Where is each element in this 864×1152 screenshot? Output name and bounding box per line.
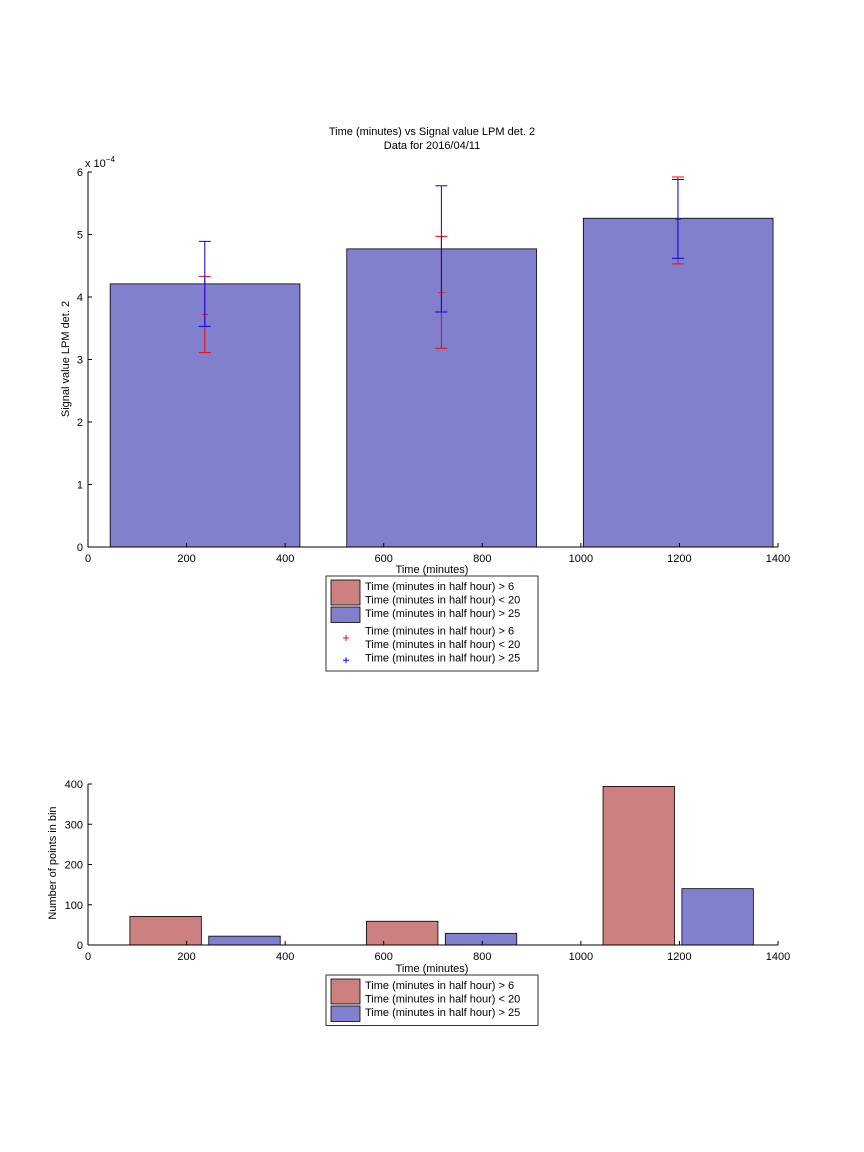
x-tick-label: 800	[473, 553, 491, 565]
legend-box	[325, 575, 539, 672]
legend-label: Time (minutes in half hour) < 20	[365, 639, 520, 651]
legend-swatch	[330, 606, 361, 623]
y-tick-label: 100	[65, 900, 83, 912]
y-tick-label: 200	[65, 860, 83, 872]
x-tick-label: 1400	[766, 553, 790, 565]
chart1-x-axis-label: Time (minutes)	[396, 564, 469, 576]
x-tick-label: 200	[177, 553, 195, 565]
legend-box	[325, 974, 539, 1026]
bar	[582, 217, 774, 548]
chart1-exponent-power: −4	[106, 155, 116, 164]
x-tick-label: 0	[85, 951, 91, 963]
chart1-title: Time (minutes) vs Signal value LPM det. …	[329, 126, 535, 138]
x-tick-label: 200	[177, 951, 195, 963]
chart1-y-ticks: 0 1 2 3 4 5 6	[77, 167, 92, 554]
chart1-exponent-label: x 10−4	[85, 155, 115, 170]
chart2-legend: Time (minutes in half hour) > 6 Time (min…	[325, 974, 539, 1026]
bar	[602, 786, 675, 946]
legend-label: Time (minutes in half hour) > 25	[365, 653, 520, 665]
x-tick-label: 0	[85, 553, 91, 565]
x-tick-label: 400	[276, 951, 294, 963]
x-tick-label: 600	[375, 553, 393, 565]
bar	[681, 888, 754, 946]
y-tick-label: 400	[65, 779, 83, 791]
y-tick-label: 1	[77, 480, 83, 492]
x-tick-label: 600	[375, 951, 393, 963]
y-tick-label: 0	[77, 542, 83, 554]
x-tick-label: 1200	[667, 951, 691, 963]
legend-label: Time (minutes in half hour) > 6	[365, 581, 514, 593]
chart1-x-ticks: 0 200 400 600 800 1000 1200 1400	[85, 543, 790, 565]
chart1-error-bars	[198, 176, 684, 354]
chart1-exponent-base: x 10	[85, 158, 106, 170]
x-tick-label: 1200	[667, 553, 691, 565]
legend-swatch	[330, 579, 361, 606]
bar	[129, 916, 202, 946]
y-tick-label: 3	[77, 355, 83, 367]
legend-label: Time (minutes in half hour) > 25	[365, 1007, 520, 1019]
x-tick-label: 1000	[569, 553, 593, 565]
chart2-bars	[129, 786, 754, 946]
bar	[208, 935, 281, 946]
y-tick-label: 5	[77, 230, 83, 242]
y-tick-label: 300	[65, 819, 83, 831]
legend-swatch	[330, 1005, 361, 1022]
y-tick-label: 0	[77, 940, 83, 952]
chart2-y-ticks: 0 100 200 300 400	[65, 779, 92, 952]
legend-label: Time (minutes in half hour) < 20	[365, 994, 520, 1006]
chart2-x-axis-label: Time (minutes)	[396, 963, 469, 975]
y-tick-label: 6	[77, 167, 83, 179]
y-tick-label: 4	[77, 292, 83, 304]
x-tick-label: 800	[473, 951, 491, 963]
count-bar-chart: 0 200 400 600 800 1000 1200 1400 0100200300400 …	[47, 779, 790, 1026]
chart1-y-axis-label: Signal value LPM det. 2	[60, 301, 72, 417]
legend-label: Time (minutes in half hour) < 20	[365, 595, 520, 607]
y-tick-label: 2	[77, 417, 83, 429]
legend-label: Time (minutes in half hour) > 6	[365, 980, 514, 992]
legend-label: Time (minutes in half hour) > 25	[365, 608, 520, 620]
chart2-y-axis-label: Number of points in bin	[47, 806, 59, 919]
chart1-subtitle: Data for 2016/04/11	[384, 140, 480, 152]
legend-swatch	[330, 978, 361, 1005]
signal-bar-chart: Time (minutes) vs Signal value LPM det. …	[60, 126, 790, 672]
legend-label: Time (minutes in half hour) > 6	[365, 626, 514, 638]
x-tick-label: 1000	[569, 951, 593, 963]
chart2-x-ticks: 0 200 400 600 800 1000 1200 1400	[85, 941, 790, 963]
bar	[444, 932, 518, 946]
x-tick-label: 1400	[766, 951, 790, 963]
x-tick-label: 400	[276, 553, 294, 565]
svg-text:x 10−4: x 10−4	[85, 155, 115, 170]
bar	[366, 920, 439, 946]
